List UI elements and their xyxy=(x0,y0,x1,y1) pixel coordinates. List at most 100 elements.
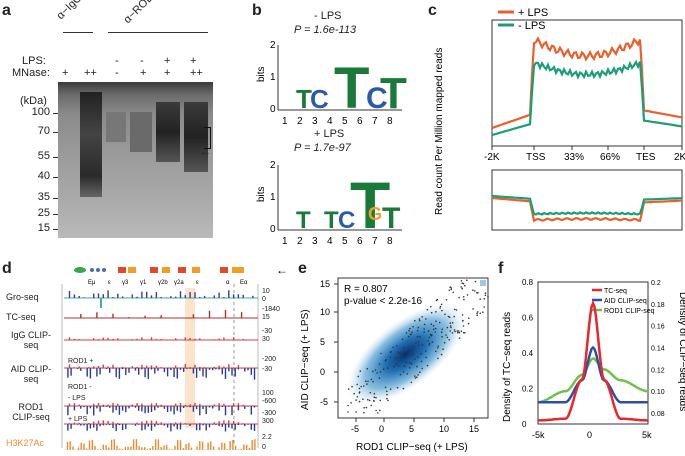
panel-label-d: d xyxy=(2,260,12,277)
d-signal-bar xyxy=(240,312,243,318)
e-point xyxy=(474,290,476,292)
d-signal-bar xyxy=(218,424,220,427)
d-signal-bar xyxy=(202,424,204,426)
d-signal-bar xyxy=(136,366,138,368)
d-signal-bar xyxy=(70,368,72,376)
d-signal-bar xyxy=(252,405,254,406)
d-signal-bar xyxy=(144,447,146,450)
d-signal-bar xyxy=(224,406,227,416)
d-signal-bar xyxy=(105,424,108,425)
d-signal-bar xyxy=(175,296,177,298)
d-signal-bar xyxy=(253,424,256,431)
e-xtick: 5 xyxy=(409,424,414,434)
d-signal-bar xyxy=(150,420,153,424)
d-signal-bar xyxy=(138,446,140,450)
d-signal-bar xyxy=(163,424,166,426)
d-signal-bar xyxy=(97,365,100,368)
d-signal-bar xyxy=(78,366,80,368)
d-signal-bar xyxy=(213,366,215,368)
d-signal-bar xyxy=(175,365,177,368)
d-signal-bar xyxy=(86,424,88,431)
d-signal-bar xyxy=(203,367,206,368)
e-point xyxy=(462,325,465,327)
d-signal-bar xyxy=(144,368,146,378)
d-gene-label: ε xyxy=(108,280,111,286)
e-point xyxy=(460,330,463,332)
e-point xyxy=(453,315,455,318)
d-signal-bar xyxy=(96,424,98,431)
c-series-minus-bottom xyxy=(491,194,682,216)
e-point xyxy=(372,370,374,373)
d-signal-bar xyxy=(136,422,138,424)
e-point xyxy=(402,387,405,390)
d-signal-bar xyxy=(112,421,114,424)
e-point xyxy=(449,325,452,327)
d-signal-bar xyxy=(242,423,244,424)
e-point xyxy=(466,279,468,281)
d-signal-bar xyxy=(141,364,143,368)
motif-position: 1 xyxy=(282,116,288,127)
d-signal-bar xyxy=(242,294,244,298)
d-signal-bar xyxy=(154,406,156,411)
motif-bottom-p: P = 1.7e-97 xyxy=(294,142,351,154)
motif-top-ytick-2: 2 xyxy=(270,40,276,51)
ladder-tick xyxy=(53,177,58,178)
d-signal-bar xyxy=(144,424,146,430)
e-point xyxy=(418,318,421,320)
d-signal-bar xyxy=(141,406,143,412)
d-signal-bar xyxy=(189,368,191,369)
d-signal-bar xyxy=(131,404,133,406)
e-point xyxy=(474,280,477,283)
d-signal-bar xyxy=(232,367,235,368)
motif-top-p: P = 1.6e-113 xyxy=(294,24,357,36)
d-signal-bar xyxy=(117,338,119,340)
motif-position: 4 xyxy=(327,236,333,247)
d-signal-bar xyxy=(150,295,153,298)
d-signal-bar xyxy=(73,367,76,368)
e-point xyxy=(460,280,463,282)
e-point xyxy=(411,353,414,356)
e-point xyxy=(395,357,397,359)
d-signal-bar xyxy=(252,295,254,298)
c-plot-frame-bottom xyxy=(491,169,683,231)
panel-a: α−IgG α−ROD1 LPS: MNase: (kDa) ← - - + + + ++… xyxy=(0,0,250,250)
e-point xyxy=(392,346,394,349)
d-signal-bar xyxy=(69,441,71,450)
d-signal-bar xyxy=(112,406,114,413)
e-point xyxy=(395,363,397,365)
e-xtick: 0 xyxy=(379,424,384,434)
e-point xyxy=(439,307,441,309)
d-signal-bar xyxy=(86,406,88,415)
e-point xyxy=(373,400,375,402)
d-signal-bar xyxy=(89,368,92,379)
d-signal-bar xyxy=(160,297,162,298)
d-signal-bar xyxy=(166,445,168,450)
c-xtick: 33% xyxy=(564,152,584,163)
d-signal-bar xyxy=(179,424,182,430)
d-gene-label: ε xyxy=(196,280,199,286)
d-signal-bar xyxy=(208,424,211,428)
d-signal-bar xyxy=(170,405,172,406)
e-point xyxy=(472,289,474,291)
e-point xyxy=(365,380,367,382)
d-signal-bar xyxy=(97,449,99,450)
d-signal-bar xyxy=(77,447,80,450)
e-ytick: -5 xyxy=(320,397,328,407)
panel-label-e: e xyxy=(298,260,307,277)
e-ytick: 10 xyxy=(320,307,330,317)
e-point xyxy=(461,314,464,316)
d-signal-bar xyxy=(203,405,206,406)
e-point xyxy=(375,409,377,412)
e-point xyxy=(449,286,451,288)
e-point xyxy=(360,385,362,388)
e-point xyxy=(476,312,478,315)
d-signal-bar xyxy=(160,339,162,340)
d-signal-bar xyxy=(212,424,214,425)
d-signal-bar xyxy=(108,447,110,450)
d-scale-value: 0 xyxy=(262,296,266,303)
e-point xyxy=(401,338,404,341)
d-scale-value: -1840 xyxy=(262,306,280,313)
d-signal-bar xyxy=(117,403,119,406)
d-signal-bar xyxy=(83,297,85,298)
d-signal-bar xyxy=(102,444,104,450)
